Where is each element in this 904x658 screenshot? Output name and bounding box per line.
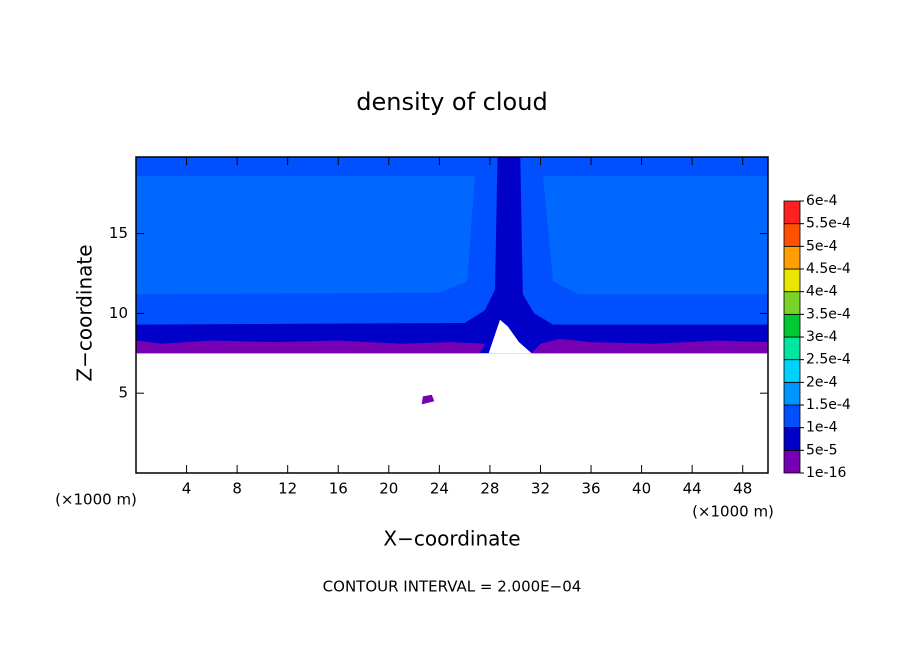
colorbar-band [783, 313, 801, 338]
contour-band [136, 176, 475, 295]
footer-note: CONTOUR INTERVAL = 2.000E−04 [323, 578, 582, 596]
plot-frame [135, 156, 769, 474]
x-tick-label: 32 [531, 480, 550, 498]
colorbar-label: 2.5e-4 [806, 352, 851, 368]
chart-title: density of cloud [356, 88, 547, 116]
colorbar-label: 3.5e-4 [806, 306, 851, 322]
colorbar-label: 5e-5 [806, 442, 837, 458]
x-tick-label: 20 [379, 480, 398, 498]
colorbar-band [783, 404, 801, 429]
contour-band [531, 338, 768, 354]
x-tick-label: 48 [733, 480, 752, 498]
x-tick-label: 16 [329, 480, 348, 498]
colorbar-label: 1e-16 [806, 465, 846, 481]
colorbar-band [783, 291, 801, 315]
colorbar-label: 4.5e-4 [806, 261, 851, 277]
colorbar-label: 5.5e-4 [806, 216, 851, 232]
colorbar-band [783, 381, 801, 406]
x-axis-label: X−coordinate [383, 527, 520, 551]
y-tick-label: 5 [118, 384, 128, 402]
contour-band [136, 157, 498, 325]
colorbar-band [783, 359, 801, 383]
contour-band [421, 394, 435, 405]
contour-field [136, 157, 768, 405]
colorbar-label: 1.5e-4 [806, 397, 851, 413]
y-axis-label: Z−coordinate [73, 244, 97, 381]
x-tick-label: 36 [581, 480, 600, 498]
colorbar-label: 4e-4 [806, 284, 838, 300]
x-tick-label: 24 [430, 480, 449, 498]
colorbar-label: 1e-4 [806, 420, 838, 436]
x-tick-label: 28 [480, 480, 499, 498]
colorbar-band [783, 268, 801, 293]
colorbar-band [783, 200, 801, 225]
x-tick-label: 8 [232, 480, 242, 498]
colorbar-band [783, 427, 801, 451]
colorbar-band [783, 449, 801, 474]
colorbar-band [783, 245, 801, 270]
contour-band [543, 176, 768, 295]
x-tick-label: 44 [683, 480, 702, 498]
x-tick-label: 12 [278, 480, 297, 498]
colorbar-label: 5e-4 [806, 238, 838, 254]
x-unit-label: (×1000 m) [692, 503, 774, 521]
colorbar-label: 3e-4 [806, 329, 838, 345]
colorbar-label: 2e-4 [806, 374, 838, 390]
colorbar-band [783, 336, 801, 361]
contour-band [136, 340, 485, 354]
y-tick-label: 10 [109, 304, 128, 322]
colorbar-band [783, 223, 801, 247]
no-data-gap [488, 319, 532, 354]
x-tick-label: 4 [182, 480, 192, 498]
colorbar-label: 6e-4 [806, 193, 838, 209]
contour-band [520, 157, 768, 325]
x-tick-label: 40 [632, 480, 651, 498]
y-tick-label: 15 [109, 224, 128, 242]
y-unit-label: (×1000 m) [55, 491, 137, 509]
